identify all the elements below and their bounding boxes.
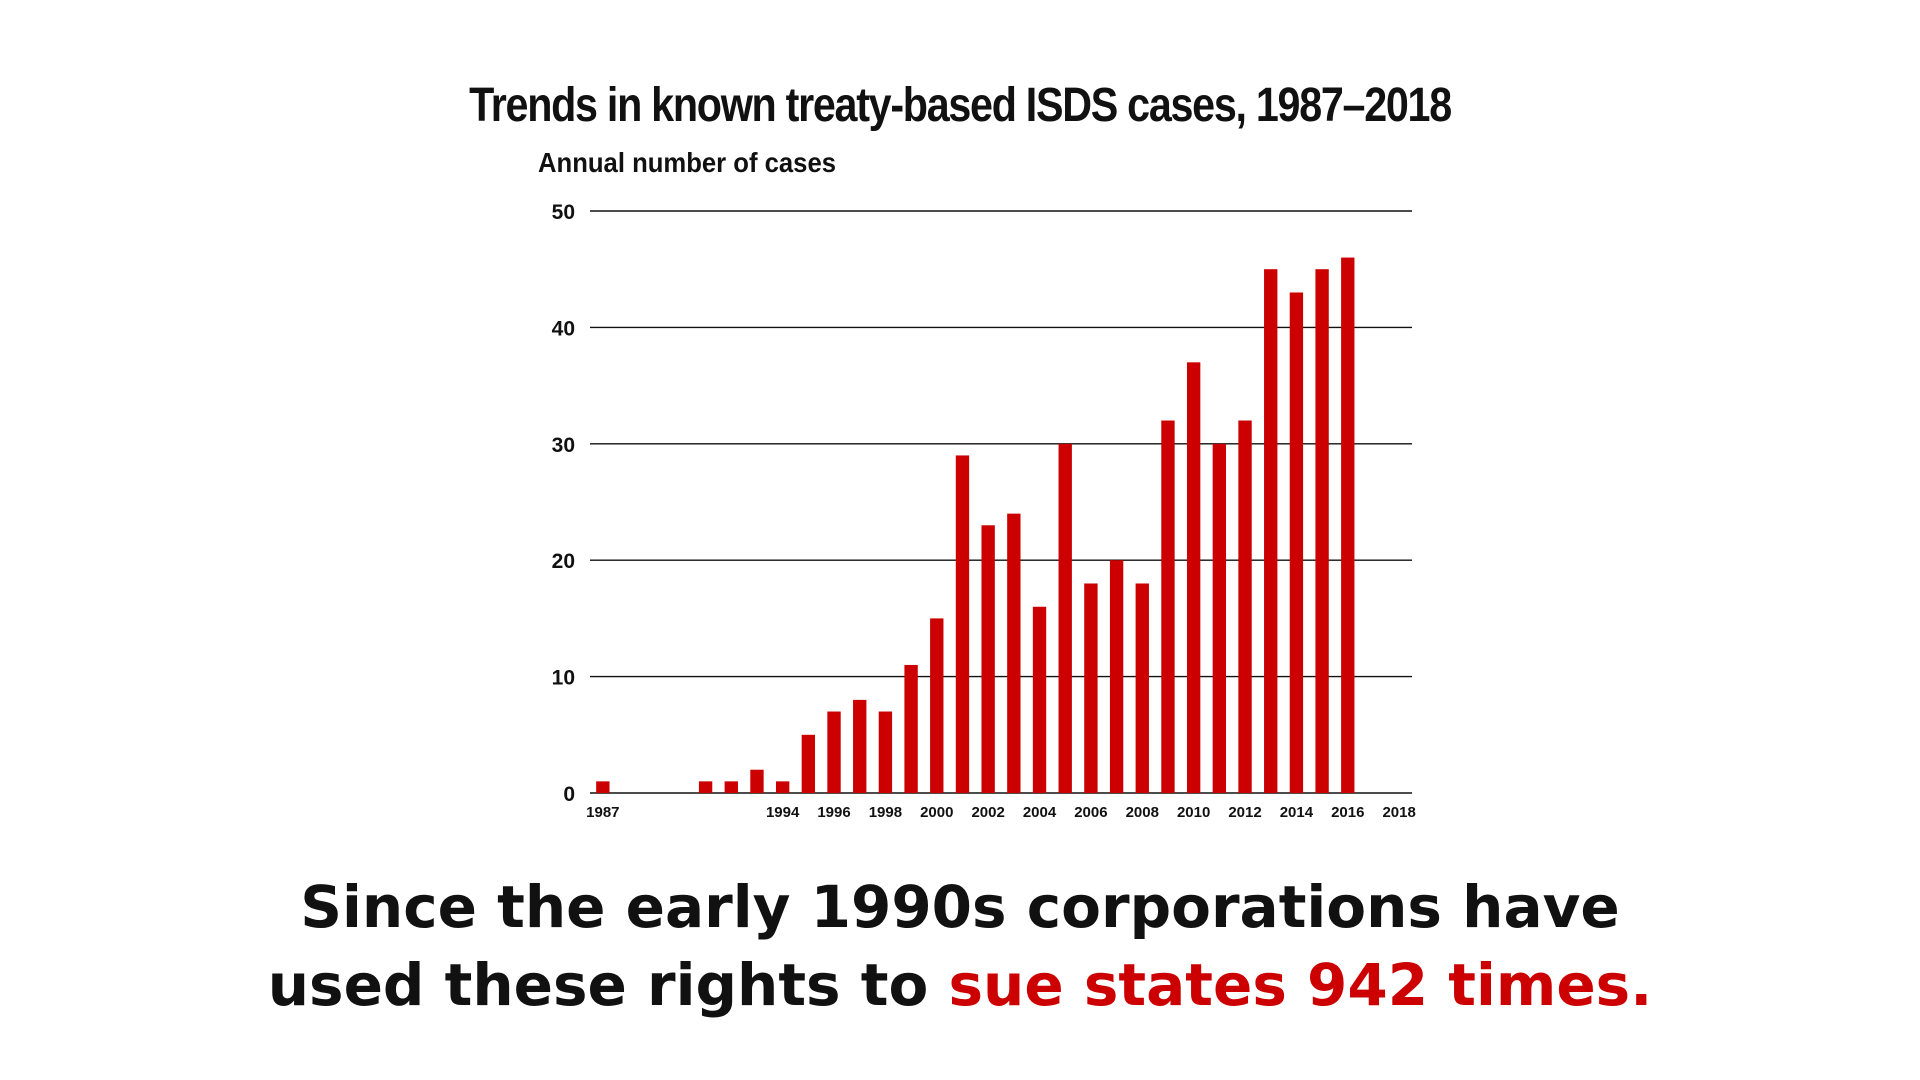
- y-tick-label-20: 20: [552, 550, 575, 573]
- caption-line-2-plain: used these rights to: [267, 951, 949, 1019]
- bar-1987: [596, 781, 610, 793]
- bar-2002: [981, 525, 995, 793]
- bar-1999: [904, 664, 918, 793]
- bar-1998: [878, 711, 893, 793]
- x-tick-label-1994: 1994: [766, 804, 800, 821]
- x-tick-label-2012: 2012: [1228, 804, 1261, 821]
- bar-2016: [1341, 257, 1355, 793]
- bar-2013: [1264, 269, 1278, 793]
- bar-2015: [1315, 269, 1329, 793]
- bar-1996: [827, 711, 841, 793]
- bar-2003: [1007, 513, 1021, 793]
- x-tick-label-2018: 2018: [1382, 804, 1415, 821]
- grid-lines: [590, 210, 1412, 794]
- x-tick-label-2004: 2004: [1023, 804, 1057, 821]
- chart-title: Trends in known treaty-based ISDS cases,…: [469, 79, 1452, 132]
- bar-1992: [724, 781, 738, 793]
- bar-2012: [1238, 420, 1252, 793]
- x-tick-label-2008: 2008: [1126, 804, 1159, 821]
- bar-1997: [853, 699, 867, 793]
- bar-1993: [750, 769, 764, 793]
- bar-1991: [698, 781, 713, 793]
- caption-highlight: sue states 942 times.: [948, 951, 1653, 1019]
- bar-2010: [1186, 362, 1201, 793]
- y-tick-label-50: 50: [552, 201, 575, 224]
- x-tick-label-2000: 2000: [920, 804, 953, 821]
- x-tick-label-2010: 2010: [1177, 804, 1210, 821]
- bar-2007: [1109, 560, 1124, 793]
- bar-2004: [1032, 606, 1047, 793]
- bar-2011: [1212, 443, 1227, 793]
- bar-2008: [1135, 583, 1149, 793]
- x-tick-label-2014: 2014: [1280, 804, 1314, 821]
- y-tick-label-0: 0: [563, 783, 575, 806]
- x-tick-label-2006: 2006: [1074, 804, 1107, 821]
- bar-2014: [1289, 292, 1304, 793]
- y-tick-label-30: 30: [552, 434, 575, 457]
- y-axis-label: Annual number of cases: [538, 147, 836, 178]
- x-tick-label-2002: 2002: [971, 804, 1004, 821]
- x-tick-label-1987: 1987: [586, 804, 619, 821]
- y-tick-label-10: 10: [552, 667, 575, 690]
- bar-2006: [1084, 583, 1098, 793]
- caption: Since the early 1990s corporations have …: [0, 868, 1920, 1024]
- bar-2009: [1161, 420, 1175, 793]
- x-tick-label-2016: 2016: [1331, 804, 1364, 821]
- x-tick-label-1998: 1998: [869, 804, 902, 821]
- y-tick-label-40: 40: [552, 317, 575, 340]
- caption-line-2: used these rights to sue states 942 time…: [0, 946, 1920, 1024]
- bar-1995: [801, 734, 816, 793]
- bar-2000: [930, 618, 944, 793]
- y-tick-labels: 0 10 20 30 40 50: [552, 201, 575, 806]
- bar-1994: [775, 781, 790, 793]
- x-tick-label-1996: 1996: [817, 804, 850, 821]
- bars: [596, 257, 1355, 793]
- bar-2001: [955, 455, 970, 793]
- bar-2005: [1058, 443, 1072, 793]
- x-tick-labels: 1987 1994 1996 1998 2000 2002 2004 2006 2008 2010…: [586, 804, 1416, 821]
- caption-line-1: Since the early 1990s corporations have: [300, 873, 1620, 941]
